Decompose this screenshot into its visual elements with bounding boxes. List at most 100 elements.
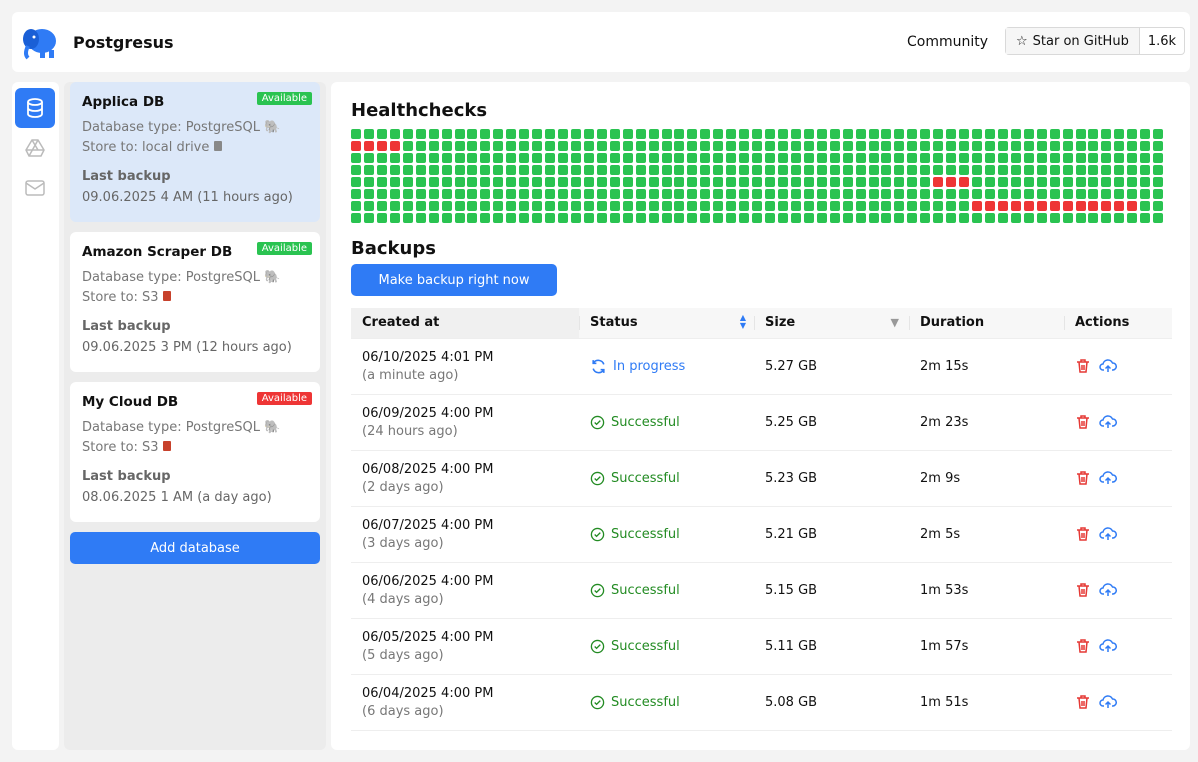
healthcheck-cell-ok[interactable] (1075, 129, 1086, 139)
healthcheck-cell-ok[interactable] (739, 129, 750, 139)
healthcheck-cell-ok[interactable] (363, 189, 374, 199)
healthcheck-cell-failed[interactable] (1101, 201, 1112, 211)
healthcheck-cell-ok[interactable] (661, 201, 672, 211)
healthcheck-cell-ok[interactable] (790, 177, 801, 187)
healthcheck-cell-ok[interactable] (648, 213, 659, 223)
healthcheck-cell-ok[interactable] (519, 177, 530, 187)
healthcheck-cell-ok[interactable] (570, 141, 581, 151)
cloud-upload-icon[interactable] (1099, 582, 1117, 598)
healthcheck-cell-ok[interactable] (1114, 165, 1125, 175)
healthcheck-cell-ok[interactable] (648, 141, 659, 151)
healthcheck-cell-ok[interactable] (984, 141, 995, 151)
healthcheck-cell-ok[interactable] (997, 177, 1008, 187)
healthcheck-cell-ok[interactable] (687, 165, 698, 175)
healthcheck-cell-ok[interactable] (868, 153, 879, 163)
healthcheck-cell-ok[interactable] (441, 189, 452, 199)
cloud-upload-icon[interactable] (1099, 526, 1117, 542)
healthcheck-cell-failed[interactable] (984, 201, 995, 211)
healthcheck-cell-ok[interactable] (765, 213, 775, 223)
healthcheck-cell-ok[interactable] (816, 129, 827, 139)
healthcheck-cell-ok[interactable] (1101, 153, 1112, 163)
healthcheck-cell-ok[interactable] (829, 153, 840, 163)
healthcheck-cell-ok[interactable] (532, 213, 543, 223)
healthcheck-cell-ok[interactable] (855, 201, 866, 211)
healthcheck-cell-ok[interactable] (959, 141, 970, 151)
healthcheck-cell-ok[interactable] (480, 213, 491, 223)
healthcheck-cell-ok[interactable] (428, 141, 439, 151)
healthcheck-cell-ok[interactable] (829, 165, 840, 175)
healthcheck-cell-ok[interactable] (713, 177, 724, 187)
healthcheck-cell-ok[interactable] (1153, 153, 1164, 163)
healthcheck-cell-ok[interactable] (816, 201, 827, 211)
healthcheck-cell-ok[interactable] (415, 213, 426, 223)
healthcheck-cell-ok[interactable] (803, 201, 814, 211)
delete-icon[interactable] (1075, 526, 1091, 542)
healthcheck-cell-ok[interactable] (1036, 141, 1047, 151)
healthcheck-cell-ok[interactable] (351, 189, 361, 199)
healthcheck-cell-ok[interactable] (415, 141, 426, 151)
healthcheck-cell-ok[interactable] (558, 129, 568, 139)
healthcheck-cell-ok[interactable] (1140, 141, 1151, 151)
healthcheck-cell-ok[interactable] (519, 153, 530, 163)
healthcheck-cell-ok[interactable] (894, 177, 905, 187)
healthcheck-cell-ok[interactable] (351, 177, 361, 187)
healthcheck-cell-ok[interactable] (493, 189, 504, 199)
healthcheck-cell-ok[interactable] (816, 153, 827, 163)
healthcheck-cell-ok[interactable] (467, 141, 478, 151)
filter-icon[interactable]: ▼ (890, 316, 899, 329)
healthcheck-cell-ok[interactable] (519, 189, 530, 199)
healthcheck-cell-ok[interactable] (493, 213, 504, 223)
healthcheck-cell-ok[interactable] (855, 165, 866, 175)
healthcheck-cell-ok[interactable] (829, 189, 840, 199)
healthcheck-cell-ok[interactable] (777, 189, 788, 199)
database-card[interactable]: Applica DB Available Database type: Post… (70, 82, 320, 222)
healthcheck-cell-ok[interactable] (816, 189, 827, 199)
healthcheck-cell-ok[interactable] (816, 213, 827, 223)
delete-icon[interactable] (1075, 694, 1091, 710)
healthcheck-cell-ok[interactable] (1114, 129, 1125, 139)
healthcheck-cell-ok[interactable] (700, 153, 711, 163)
healthcheck-cell-ok[interactable] (739, 153, 750, 163)
healthcheck-cell-ok[interactable] (1088, 189, 1099, 199)
healthcheck-cell-ok[interactable] (661, 189, 672, 199)
healthcheck-cell-ok[interactable] (1075, 153, 1086, 163)
github-star-button[interactable]: ☆ Star on GitHub 1.6k (1005, 27, 1186, 55)
healthcheck-cell-ok[interactable] (480, 165, 491, 175)
healthcheck-cell-ok[interactable] (467, 213, 478, 223)
healthcheck-cell-ok[interactable] (1062, 153, 1073, 163)
healthcheck-cell-ok[interactable] (674, 141, 685, 151)
healthcheck-cell-ok[interactable] (506, 165, 517, 175)
healthcheck-cell-ok[interactable] (997, 189, 1008, 199)
healthcheck-cell-ok[interactable] (829, 177, 840, 187)
healthcheck-cell-ok[interactable] (493, 201, 504, 211)
healthcheck-cell-ok[interactable] (1023, 213, 1034, 223)
healthcheck-cell-ok[interactable] (441, 213, 452, 223)
healthcheck-cell-ok[interactable] (726, 129, 737, 139)
healthcheck-cell-ok[interactable] (1062, 189, 1073, 199)
healthcheck-cell-ok[interactable] (946, 129, 957, 139)
database-card[interactable]: Amazon Scraper DB Available Database typ… (70, 232, 320, 372)
healthcheck-cell-ok[interactable] (1049, 213, 1060, 223)
healthcheck-cell-ok[interactable] (765, 189, 775, 199)
healthcheck-cell-ok[interactable] (519, 129, 530, 139)
healthcheck-cell-failed[interactable] (351, 141, 361, 151)
healthcheck-cell-ok[interactable] (389, 129, 400, 139)
healthcheck-cell-ok[interactable] (997, 213, 1008, 223)
healthcheck-cell-ok[interactable] (700, 129, 711, 139)
healthcheck-cell-ok[interactable] (997, 141, 1008, 151)
healthcheck-cell-ok[interactable] (1023, 141, 1034, 151)
healthcheck-cell-ok[interactable] (402, 177, 413, 187)
healthcheck-cell-ok[interactable] (635, 213, 646, 223)
healthcheck-cell-ok[interactable] (829, 141, 840, 151)
healthcheck-cell-ok[interactable] (1114, 153, 1125, 163)
healthcheck-cell-ok[interactable] (687, 141, 698, 151)
healthcheck-cell-ok[interactable] (480, 153, 491, 163)
healthcheck-cell-ok[interactable] (726, 141, 737, 151)
healthcheck-cell-ok[interactable] (777, 201, 788, 211)
healthcheck-cell-ok[interactable] (454, 153, 465, 163)
healthcheck-cell-ok[interactable] (790, 189, 801, 199)
healthcheck-cell-ok[interactable] (570, 201, 581, 211)
healthcheck-cell-ok[interactable] (570, 165, 581, 175)
healthcheck-cell-ok[interactable] (868, 177, 879, 187)
healthcheck-cell-ok[interactable] (907, 189, 918, 199)
